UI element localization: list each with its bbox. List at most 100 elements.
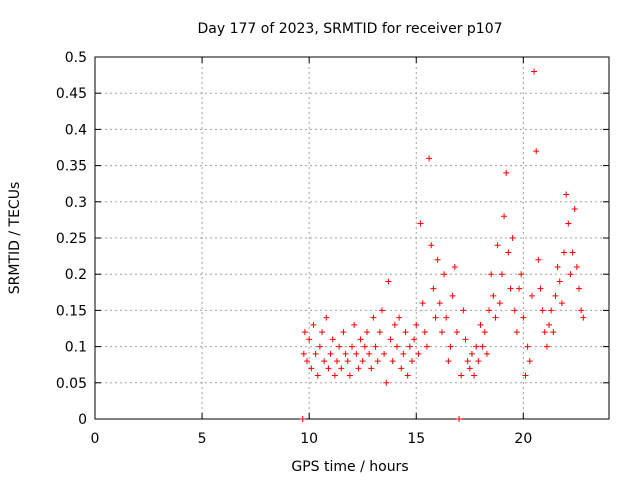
data-point — [421, 329, 428, 336]
data-point — [531, 68, 538, 75]
x-tick-label: 20 — [514, 431, 532, 447]
data-point — [391, 321, 398, 328]
data-point — [524, 343, 531, 350]
data-points — [299, 68, 587, 422]
data-point — [436, 300, 443, 307]
data-point — [466, 365, 473, 372]
data-point — [528, 292, 535, 299]
y-tick-label: 0.25 — [56, 231, 87, 247]
data-point — [505, 249, 512, 256]
y-tick-label: 0.2 — [65, 267, 87, 283]
y-tick-label: 0.15 — [56, 303, 87, 319]
data-point — [393, 343, 400, 350]
y-tick-label: 0.1 — [65, 340, 87, 356]
data-point — [486, 307, 493, 314]
data-point — [368, 365, 375, 372]
data-point — [331, 372, 338, 379]
data-point — [300, 350, 307, 357]
data-point — [567, 271, 574, 278]
data-point — [462, 336, 469, 343]
data-point — [522, 372, 529, 379]
data-point — [443, 314, 450, 321]
data-point — [548, 307, 555, 314]
data-point — [537, 285, 544, 292]
data-point — [552, 292, 559, 299]
data-point — [400, 350, 407, 357]
data-point — [580, 314, 587, 321]
data-point — [526, 358, 533, 365]
data-point — [316, 343, 323, 350]
data-point — [563, 191, 570, 198]
data-point — [351, 321, 358, 328]
data-point — [329, 336, 336, 343]
data-point — [432, 314, 439, 321]
data-point — [451, 263, 458, 270]
x-tick-label: 5 — [198, 431, 207, 447]
data-point — [299, 416, 306, 422]
data-point — [511, 307, 518, 314]
x-tick-label: 15 — [407, 431, 425, 447]
data-point — [404, 372, 411, 379]
data-point — [376, 329, 383, 336]
data-point — [483, 350, 490, 357]
data-point — [374, 358, 381, 365]
data-point — [481, 329, 488, 336]
data-point — [383, 379, 390, 386]
y-axis-label: SRMTID / TECUs — [7, 182, 23, 295]
data-point — [312, 350, 319, 357]
data-point — [304, 358, 311, 365]
data-point — [492, 314, 499, 321]
data-point — [468, 350, 475, 357]
data-point — [558, 300, 565, 307]
data-point — [301, 329, 308, 336]
data-point — [370, 314, 377, 321]
data-point — [501, 213, 508, 220]
data-point — [556, 278, 563, 285]
data-point — [411, 336, 418, 343]
data-point — [423, 343, 430, 350]
data-point — [308, 365, 315, 372]
data-point — [334, 358, 341, 365]
data-point — [533, 148, 540, 155]
data-point — [426, 155, 433, 162]
axis-ticks: 0 0.05 0.1 0.15 0.2 0.25 0.3 0.35 0.4 0.45 0.5 0 5 10… — [56, 50, 609, 447]
data-point — [438, 329, 445, 336]
data-point — [381, 350, 388, 357]
data-point — [561, 249, 568, 256]
data-point — [408, 358, 415, 365]
data-point — [314, 372, 321, 379]
data-point — [338, 365, 345, 372]
data-point — [507, 285, 514, 292]
data-point — [387, 336, 394, 343]
data-point — [447, 343, 454, 350]
y-tick-label: 0.35 — [56, 159, 87, 175]
data-point — [458, 372, 465, 379]
data-point — [398, 365, 405, 372]
data-point — [372, 343, 379, 350]
data-point — [578, 307, 585, 314]
y-tick-label: 0.45 — [56, 86, 87, 102]
data-point — [445, 358, 452, 365]
data-point — [306, 336, 313, 343]
data-point — [323, 314, 330, 321]
data-point — [406, 343, 413, 350]
data-point — [321, 358, 328, 365]
data-point — [353, 350, 360, 357]
data-point — [516, 285, 523, 292]
data-point — [475, 358, 482, 365]
data-point — [539, 307, 546, 314]
data-point — [434, 256, 441, 263]
data-point — [541, 329, 548, 336]
x-axis-label: GPS time / hours — [291, 459, 408, 475]
data-point — [402, 329, 409, 336]
data-point — [357, 336, 364, 343]
data-point — [413, 321, 420, 328]
data-point — [363, 329, 370, 336]
data-point — [460, 307, 467, 314]
data-point — [428, 242, 435, 249]
data-point — [366, 350, 373, 357]
grid-lines — [95, 57, 609, 419]
x-tick-label: 10 — [300, 431, 318, 447]
data-point — [417, 220, 424, 227]
data-point — [488, 271, 495, 278]
